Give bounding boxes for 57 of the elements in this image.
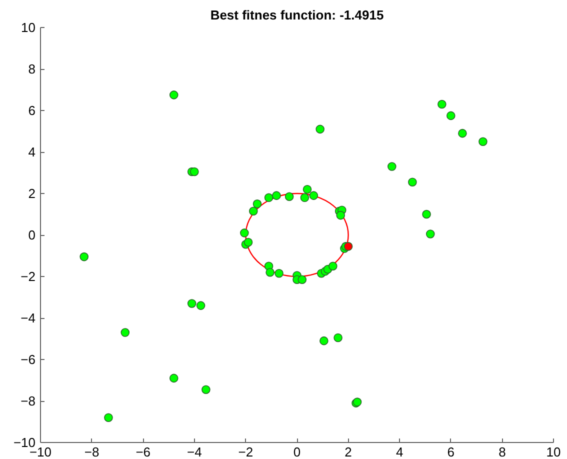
point <box>458 128 467 138</box>
point <box>438 100 446 109</box>
point <box>426 230 435 238</box>
point <box>266 268 274 277</box>
x-tick-label: 8 <box>498 444 506 459</box>
point <box>300 193 310 202</box>
point <box>328 262 338 271</box>
point <box>334 333 342 342</box>
point <box>169 374 178 383</box>
point <box>320 336 328 346</box>
point <box>187 299 196 308</box>
x-tick-label: −8 <box>84 444 100 459</box>
y-tick-label: 6 <box>28 103 36 118</box>
point <box>302 184 312 194</box>
point <box>248 206 258 216</box>
point <box>80 252 89 262</box>
x-tick-label: 6 <box>447 444 455 459</box>
point <box>244 238 253 247</box>
point <box>478 137 488 146</box>
point <box>240 228 249 238</box>
point <box>388 162 396 171</box>
point <box>422 210 431 219</box>
x-tick-label: 4 <box>396 444 404 459</box>
x-tick-label: −6 <box>136 444 151 459</box>
y-tick-label: −8 <box>20 394 36 408</box>
y-tick-label: −4 <box>20 310 36 326</box>
y-tick-label: 8 <box>28 62 36 76</box>
point <box>196 301 206 310</box>
y-tick-label: 10 <box>21 20 36 35</box>
point <box>284 192 294 202</box>
point <box>252 199 262 208</box>
point <box>264 193 274 202</box>
y-tick-label: 4 <box>28 144 36 160</box>
point <box>274 268 284 278</box>
point <box>169 90 178 100</box>
y-tick-label: 2 <box>28 186 36 201</box>
point <box>344 242 353 251</box>
point <box>298 275 307 284</box>
point <box>272 191 281 200</box>
point <box>336 210 346 220</box>
point <box>120 328 130 337</box>
y-tick-label: −6 <box>20 352 36 367</box>
point <box>202 385 210 394</box>
point <box>316 124 324 134</box>
point <box>408 178 417 186</box>
x-tick-label: −4 <box>186 444 202 459</box>
point <box>446 111 456 120</box>
point <box>190 167 199 176</box>
point <box>309 191 318 200</box>
y-tick-label: −2 <box>20 269 36 284</box>
chart-title: Best fitnes function: -1.4915 <box>210 8 384 22</box>
x-tick-label: −2 <box>238 444 254 459</box>
x-tick-label: 0 <box>293 444 301 459</box>
x-tick-label: 10 <box>546 444 561 459</box>
x-tick-label: 2 <box>344 444 352 459</box>
y-tick-label: 0 <box>28 228 36 242</box>
point <box>104 413 113 422</box>
